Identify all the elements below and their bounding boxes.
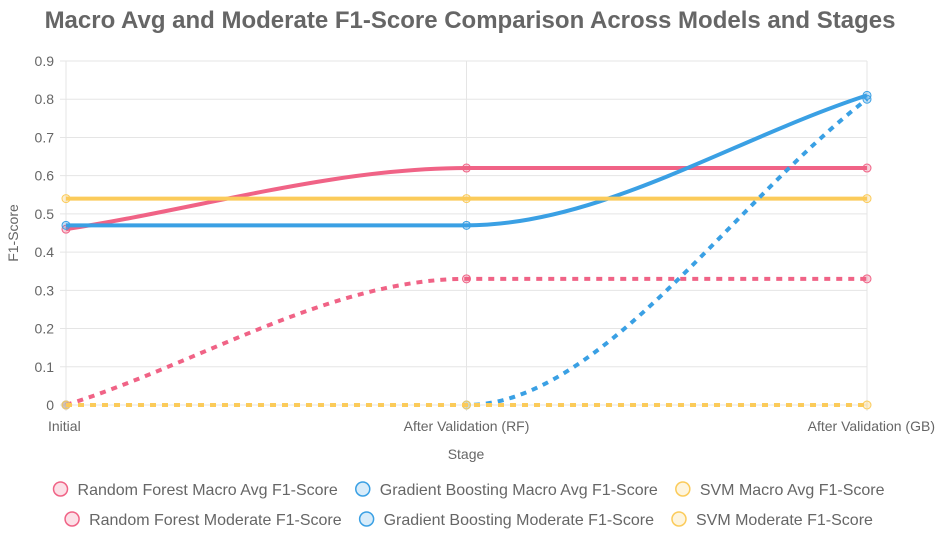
data-point[interactable] <box>61 220 71 230</box>
y-tick-label: 0.3 <box>35 282 55 298</box>
legend-marker-icon <box>671 511 687 527</box>
legend-label: Random Forest Macro Avg F1-Score <box>78 482 338 499</box>
data-point[interactable] <box>462 400 471 410</box>
x-tick-label: After Validation (RF) <box>404 418 530 434</box>
grid <box>60 60 868 411</box>
legend-label: SVM Macro Avg F1-Score <box>700 482 885 499</box>
y-tick-label: 0.8 <box>35 91 55 107</box>
legend-marker-icon <box>52 481 69 497</box>
legend-marker-icon <box>64 511 80 527</box>
data-point[interactable] <box>462 220 471 230</box>
data-point[interactable] <box>61 194 71 204</box>
legend-marker-icon <box>358 511 375 527</box>
data-point[interactable] <box>462 194 471 204</box>
y-tick-label: 0.2 <box>35 321 55 337</box>
data-point[interactable] <box>61 400 71 410</box>
legend-label: Gradient Boosting Macro Avg F1-Score <box>380 482 658 499</box>
legend-label: Gradient Boosting Moderate F1-Score <box>384 512 654 529</box>
x-tick-label: After Validation (GB) <box>808 418 935 434</box>
y-tick-label: 0.6 <box>35 168 55 184</box>
legend-item[interactable]: SVM Moderate F1-Score <box>671 511 873 529</box>
legend-label: SVM Moderate F1-Score <box>696 512 873 529</box>
data-point[interactable] <box>862 94 872 104</box>
series-0 <box>61 163 872 234</box>
data-point[interactable] <box>862 163 872 173</box>
x-tick-label: Initial <box>48 418 81 434</box>
y-tick-label: 0.1 <box>35 359 55 375</box>
y-tick-label: 0.5 <box>35 206 55 222</box>
series-line <box>65 166 867 232</box>
legend-marker-icon <box>675 481 691 497</box>
chart-title: Macro Avg and Moderate F1-Score Comparis… <box>45 7 896 34</box>
y-tick-label: 0.9 <box>35 53 55 69</box>
legend-item[interactable]: Random Forest Moderate F1-Score <box>64 511 342 529</box>
legend-item[interactable]: Random Forest Macro Avg F1-Score <box>52 481 338 499</box>
data-point[interactable] <box>462 163 471 173</box>
series-2 <box>61 194 872 204</box>
series-5 <box>61 400 872 410</box>
data-point[interactable] <box>862 400 872 410</box>
legend: Random Forest Macro Avg F1-Score Gradient… <box>52 481 885 529</box>
x-axis-ticks: Initial After Validation (RF) After Valida… <box>48 418 935 434</box>
legend-item[interactable]: Gradient Boosting Moderate F1-Score <box>358 511 654 529</box>
legend-item[interactable]: SVM Macro Avg F1-Score <box>675 481 885 499</box>
legend-item[interactable]: Gradient Boosting Macro Avg F1-Score <box>355 481 658 499</box>
x-axis-title: Stage <box>448 446 485 462</box>
data-point[interactable] <box>862 194 872 204</box>
y-tick-label: 0.4 <box>35 244 55 260</box>
data-point[interactable] <box>462 274 471 284</box>
series-line <box>65 276 867 407</box>
data-point[interactable] <box>862 274 872 284</box>
legend-marker-icon <box>355 481 371 497</box>
y-tick-label: 0 <box>46 397 54 413</box>
legend-label: Random Forest Moderate F1-Score <box>89 512 342 529</box>
series <box>61 90 872 410</box>
y-axis-title: F1-Score <box>5 204 21 262</box>
y-tick-label: 0.7 <box>35 129 55 145</box>
y-axis-ticks: 0 0.1 0.2 0.3 0.4 0.5 0.6 0.7 0.8 0.9 <box>35 53 55 413</box>
series-line <box>66 93 868 228</box>
